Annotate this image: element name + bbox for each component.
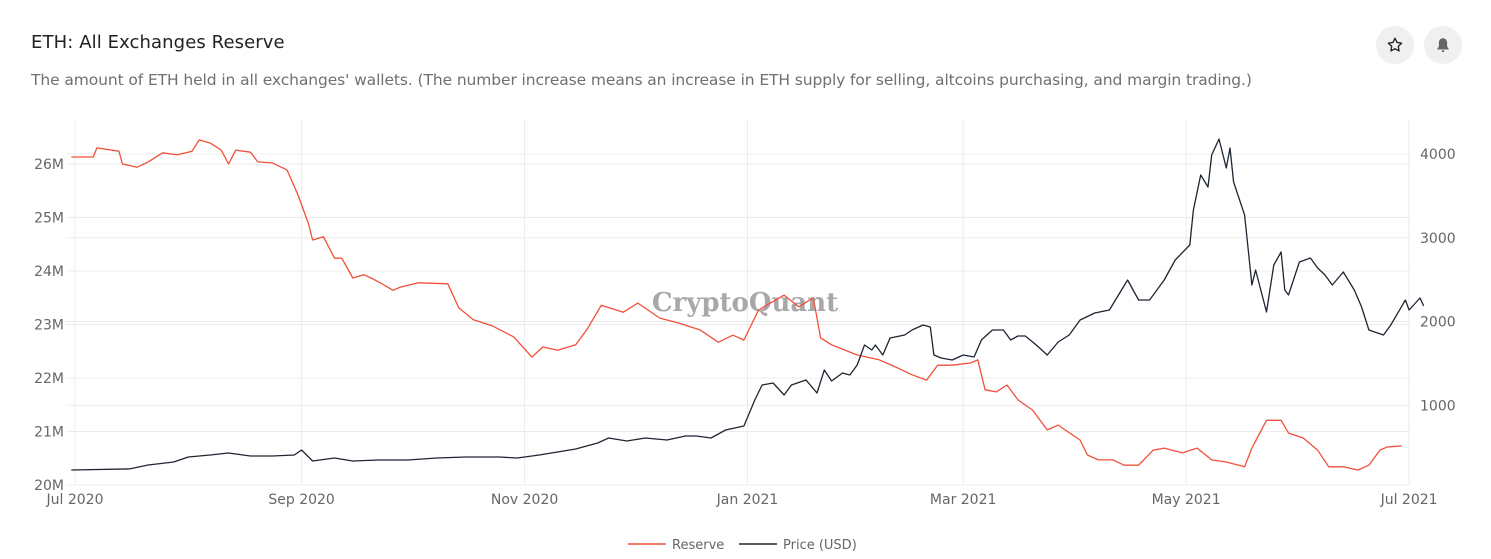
y-left-tick-label: 20M — [34, 478, 64, 494]
x-tick-label: Sep 2020 — [268, 492, 334, 508]
watermark: CryptoQuant — [652, 288, 838, 318]
x-tick-label: May 2021 — [1152, 492, 1221, 508]
bell-icon — [1437, 38, 1449, 53]
legend-label-price[interactable]: Price (USD) — [783, 538, 857, 553]
y-left-tick-label: 24M — [34, 264, 64, 280]
star-icon — [1387, 37, 1403, 52]
x-tick-label: Mar 2021 — [930, 492, 997, 508]
y-left-tick-label: 25M — [34, 211, 64, 227]
y-left-tick-label: 21M — [34, 425, 64, 441]
y-right-tick-label: 1000 — [1420, 398, 1456, 414]
favorite-button[interactable] — [1376, 26, 1414, 64]
y-right-tick-label: 4000 — [1420, 147, 1456, 163]
y-left-tick-label: 22M — [34, 371, 64, 387]
series-lines — [71, 138, 1425, 471]
chart-description: The amount of ETH held in all exchanges'… — [31, 71, 1252, 89]
y-right-tick-label: 3000 — [1420, 231, 1456, 247]
y-left-tick-label: 23M — [34, 318, 64, 334]
x-tick-label: Jan 2021 — [716, 492, 779, 508]
y-right-tick-label: 2000 — [1420, 315, 1456, 331]
series-line-price — [71, 138, 1425, 471]
gridlines — [66, 120, 1410, 486]
legend: Reserve Price (USD) — [628, 538, 857, 553]
y-left-tick-label: 26M — [34, 157, 64, 173]
legend-label-reserve[interactable]: Reserve — [672, 538, 724, 553]
x-tick-label: Jul 2020 — [46, 492, 104, 508]
series-line-reserve — [71, 139, 1402, 471]
x-tick-label: Nov 2020 — [491, 492, 558, 508]
chart-title: ETH: All Exchanges Reserve — [31, 32, 285, 53]
x-tick-label: Jul 2021 — [1380, 492, 1438, 508]
alert-button[interactable] — [1424, 26, 1462, 64]
axis-ticks: Jul 2020 Sep 2020 Nov 2020 Jan 2021 Mar 2021… — [34, 147, 1456, 508]
